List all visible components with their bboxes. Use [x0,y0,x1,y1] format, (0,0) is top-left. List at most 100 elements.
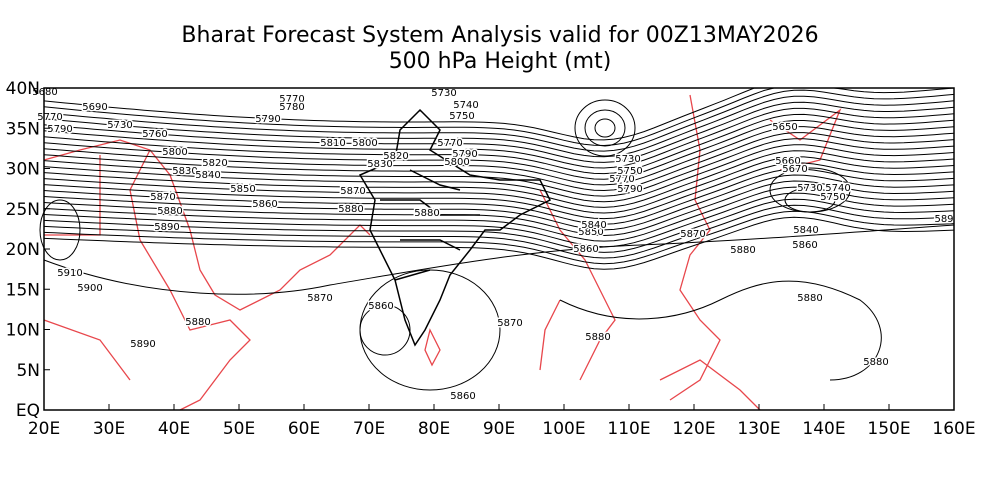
contour-label: 5870 [497,318,522,329]
lat-label: 30N [6,160,40,180]
contour-line [43,107,955,169]
contour-loop [39,199,81,261]
contour-line [43,216,955,270]
contour-label: 5760 [142,129,167,140]
coastline [424,328,441,367]
contour-label: 5680 [32,87,57,98]
contour-line [559,280,882,381]
contour-line [43,95,955,158]
lon-label: 160E [932,419,975,439]
lat-label: EQ [16,401,40,421]
contour-label: 5880 [730,245,755,256]
contour-label: 5840 [581,220,606,231]
title: Bharat Forecast System Analysis valid fo… [181,23,818,48]
lon-label: 120E [672,419,715,439]
contour-line [43,156,955,214]
contour-label: 5740 [453,100,478,111]
contour-loop [784,187,836,213]
contour-label: 5830 [367,159,392,170]
contour-line [43,132,955,192]
contour-line [43,101,955,163]
contour-label: 5860 [792,240,817,251]
contour-label: 5730 [797,183,822,194]
contour-label: 5870 [340,186,365,197]
contour-label: 5790 [617,184,642,195]
lon-label: 90E [483,419,515,439]
contour-label: 5880 [338,204,363,215]
contour-label: 5870 [150,192,175,203]
contour-label: 5860 [368,301,393,312]
contour-line [43,120,955,180]
lat-label: 35N [6,119,40,139]
contour-line [43,150,955,208]
contour-label: 589 [934,214,953,225]
lon-label: 100E [542,419,585,439]
contour-label: 5800 [352,138,377,149]
contour-label: 5770 [609,174,634,185]
contour-line [43,224,955,295]
contour-label: 5800 [162,147,187,158]
lon-label: 150E [867,419,910,439]
contour-line [43,138,955,197]
lon-label: 50E [223,419,255,439]
contour-label: 5850 [578,227,603,238]
contours [39,87,955,391]
contour-label: 5860 [450,391,475,402]
contour-line [43,192,955,248]
contour-label: 5880 [863,357,888,368]
contour-label: 5880 [797,293,822,304]
border [380,169,480,281]
contour-label: 5780 [279,102,304,113]
contour-line [43,180,955,237]
contour-label: 5850 [230,184,255,195]
contour-label: 5770 [37,112,62,123]
contour-label: 5670 [782,164,807,175]
contour-loop [584,109,626,147]
contour-label: 5880 [414,208,439,219]
lon-label: 130E [737,419,780,439]
lon-label: 30E [93,419,125,439]
contour-line [43,186,955,242]
lon-label: 140E [802,419,845,439]
contour-label: 5650 [772,122,797,133]
contour-label: 5890 [154,222,179,233]
contour-label: 5800 [444,157,469,168]
coastline [43,139,371,311]
contour-label: 5790 [452,149,477,160]
contour-line [43,126,955,186]
lat-label: 5N [16,361,40,381]
contour-label: 5690 [82,102,107,113]
axes: 20E 30E 40E 50E 60E 70E 80E 90E 100E 110E 120E 130E… [6,79,976,439]
contour-label: 5740 [825,183,850,194]
contour-label: 5820 [202,158,227,169]
contour-label: 5750 [449,111,474,122]
lat-label: 15N [6,280,40,300]
contour-loop [359,269,501,391]
contour-label: 5790 [255,114,280,125]
lon-label: 20E [28,419,60,439]
contour-label: 5860 [252,199,277,210]
contour-label: 5660 [775,156,800,167]
contour-line [43,168,955,225]
coastline [129,149,251,411]
contour-line [43,87,954,141]
lat-label: 20N [6,240,40,260]
contour-line [43,144,955,203]
contour-label: 5830 [172,166,197,177]
contour-label: 5790 [47,124,72,135]
contour-label: 5820 [383,151,408,162]
coastline [659,359,761,411]
contour-label: 5870 [307,293,332,304]
contour-loop [574,99,636,157]
contour-label: 5730 [107,120,132,131]
contour-line [43,113,955,175]
border [358,108,552,347]
lon-label: 70E [353,419,385,439]
contour-line [43,162,955,220]
contour-label: 5770 [279,94,304,105]
contour-label: 5900 [77,283,102,294]
contour-label: 5770 [437,138,462,149]
lon-label: 110E [607,419,650,439]
contour-label: 5860 [573,244,598,255]
